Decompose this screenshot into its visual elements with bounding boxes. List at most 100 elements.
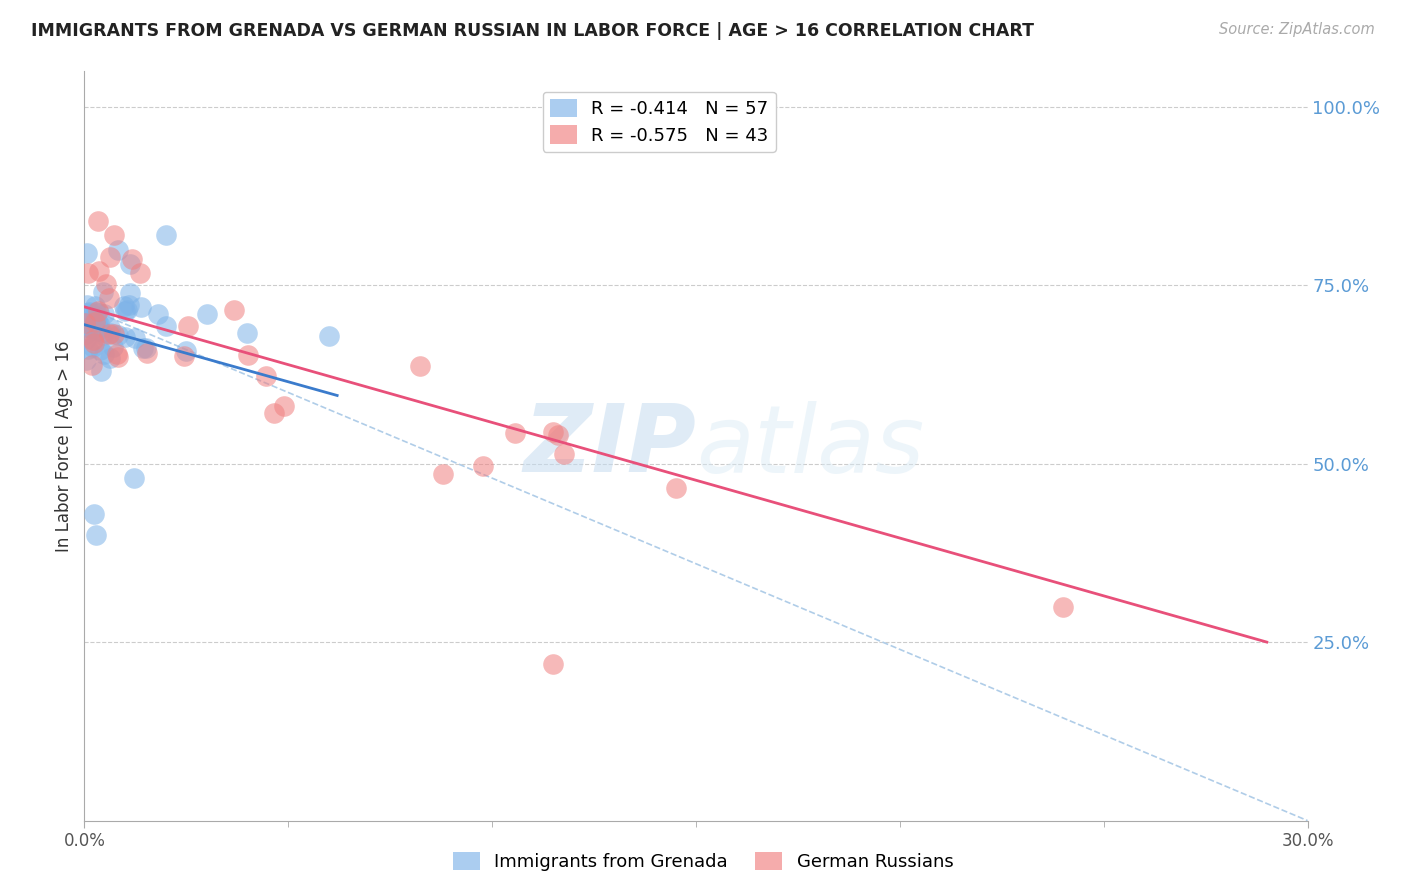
Point	[76, 245, 98, 260]
Point	[105, 347, 128, 361]
Point	[121, 252, 143, 266]
Point	[174, 344, 197, 359]
Point	[553, 447, 575, 461]
Point	[80, 358, 103, 372]
Point	[408, 359, 430, 373]
Point	[91, 325, 114, 339]
Point	[146, 307, 169, 321]
Point	[97, 326, 120, 341]
Point	[236, 326, 259, 340]
Point	[118, 298, 141, 312]
Point	[84, 299, 107, 313]
Point	[77, 342, 100, 356]
Point	[197, 307, 219, 321]
Point	[115, 302, 138, 317]
Point	[118, 285, 141, 300]
Point	[173, 349, 195, 363]
Text: atlas: atlas	[696, 401, 924, 491]
Point	[86, 317, 108, 331]
Point	[79, 321, 101, 335]
Point	[103, 340, 125, 354]
Point	[79, 321, 101, 335]
Legend: Immigrants from Grenada, German Russians: Immigrants from Grenada, German Russians	[446, 845, 960, 879]
Point	[93, 285, 115, 299]
Point	[124, 331, 146, 345]
Point	[87, 304, 110, 318]
Point	[86, 528, 108, 542]
Point	[120, 257, 142, 271]
Text: ZIP: ZIP	[523, 400, 696, 492]
Point	[83, 315, 105, 329]
Point	[82, 334, 104, 348]
Point	[98, 351, 121, 365]
Point	[87, 317, 110, 331]
Point	[129, 266, 152, 280]
Point	[75, 317, 97, 331]
Point	[432, 467, 454, 482]
Point	[93, 307, 115, 321]
Point	[79, 316, 101, 330]
Point	[98, 326, 121, 340]
Point	[114, 304, 136, 318]
Point	[76, 298, 98, 312]
Point	[84, 310, 107, 324]
Point	[318, 329, 340, 343]
Point	[94, 277, 117, 291]
Point	[129, 300, 152, 314]
Point	[84, 315, 107, 329]
Text: IMMIGRANTS FROM GRENADA VS GERMAN RUSSIAN IN LABOR FORCE | AGE > 16 CORRELATION : IMMIGRANTS FROM GRENADA VS GERMAN RUSSIA…	[31, 22, 1033, 40]
Point	[107, 328, 129, 343]
Point	[107, 350, 129, 364]
Legend: R = -0.414   N = 57, R = -0.575   N = 43: R = -0.414 N = 57, R = -0.575 N = 43	[543, 92, 776, 152]
Point	[665, 481, 688, 495]
Point	[77, 267, 100, 281]
Point	[77, 314, 100, 328]
Point	[89, 306, 111, 320]
Point	[84, 304, 107, 318]
Point	[77, 305, 100, 319]
Point	[273, 399, 295, 413]
Text: Source: ZipAtlas.com: Source: ZipAtlas.com	[1219, 22, 1375, 37]
Point	[132, 341, 155, 355]
Point	[177, 319, 200, 334]
Point	[98, 291, 121, 305]
Point	[87, 264, 110, 278]
Point	[114, 329, 136, 343]
Point	[87, 214, 110, 228]
Point	[98, 250, 121, 264]
Point	[86, 319, 108, 334]
Point	[254, 368, 277, 383]
Point	[98, 321, 121, 335]
Point	[90, 364, 112, 378]
Point	[135, 346, 157, 360]
Point	[93, 346, 115, 360]
Point	[543, 657, 565, 671]
Point	[505, 426, 527, 441]
Point	[75, 332, 97, 346]
Point	[103, 228, 125, 243]
Point	[224, 302, 246, 317]
Point	[135, 341, 157, 355]
Point	[76, 306, 98, 320]
Point	[83, 507, 105, 521]
Point	[91, 328, 114, 343]
Point	[103, 326, 125, 341]
Point	[155, 319, 177, 334]
Point	[75, 353, 97, 368]
Point	[155, 228, 177, 243]
Point	[82, 340, 104, 354]
Point	[75, 326, 97, 341]
Y-axis label: In Labor Force | Age > 16: In Labor Force | Age > 16	[55, 340, 73, 552]
Point	[86, 324, 108, 338]
Point	[83, 335, 105, 350]
Point	[547, 427, 569, 442]
Point	[89, 343, 111, 358]
Point	[238, 348, 260, 362]
Point	[472, 458, 495, 473]
Point	[122, 471, 145, 485]
Point	[543, 425, 565, 439]
Point	[107, 243, 129, 257]
Point	[263, 406, 285, 420]
Point	[82, 319, 104, 334]
Point	[1052, 599, 1074, 614]
